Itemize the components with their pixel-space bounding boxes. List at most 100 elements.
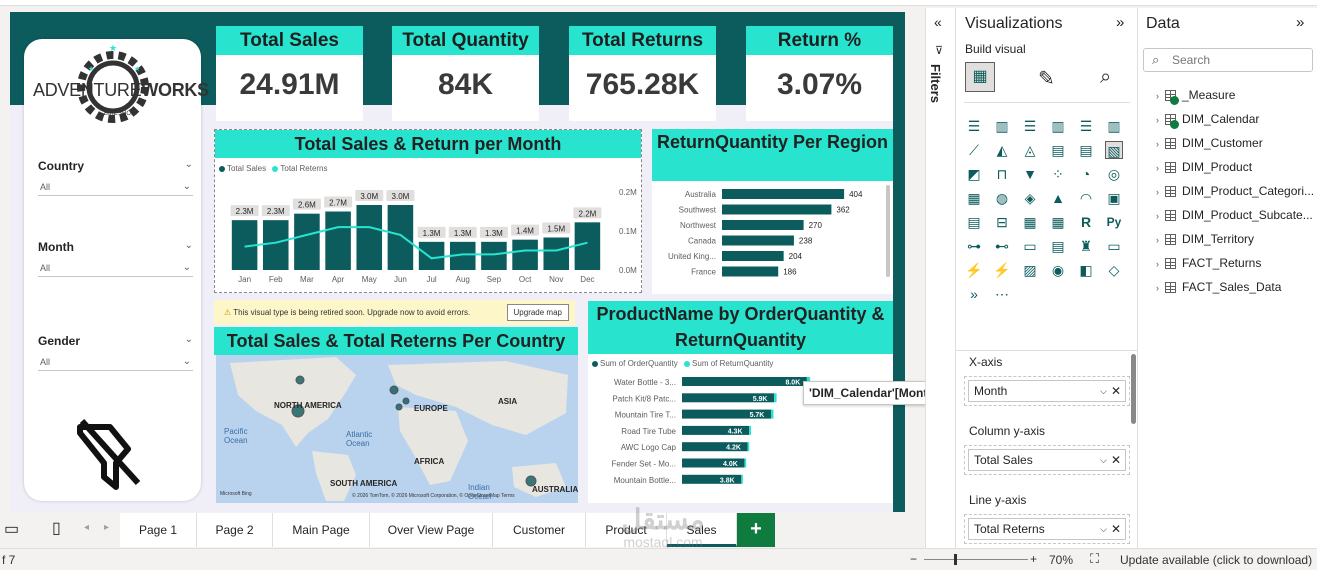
data-table-item[interactable]: › DIM_Customer [1156,136,1263,150]
page-tab[interactable]: Main Page [273,513,370,547]
page-tab[interactable]: Customer [493,513,586,547]
data-table-item[interactable]: › FACT_Sales_Data [1156,280,1281,294]
data-table-item[interactable]: › DIM_Calendar [1156,112,1259,129]
matrix-icon[interactable]: ▦ [1051,214,1065,230]
filters-pane[interactable]: « ⊽ Filters [925,8,955,548]
page-tab[interactable]: Over View Page [370,513,493,547]
funnel-chart-icon[interactable]: ▼ [1023,166,1037,182]
zoom-out-button[interactable]: − [910,552,918,566]
zoom-thumb[interactable] [954,554,957,565]
ellipsis-icon[interactable]: ⋯ [995,286,1009,302]
chevron-right-icon[interactable]: › [1156,139,1159,149]
line-column-icon[interactable]: ▤ [1051,142,1065,158]
data-table-item[interactable]: › DIM_Territory [1156,232,1254,246]
zoom-slider[interactable] [924,554,1028,565]
filled-map-icon[interactable]: ◈ [1024,190,1036,206]
narrative-icon[interactable]: ▤ [1051,238,1065,254]
table-icon[interactable]: ▦ [1023,214,1037,230]
build-visual-tab-icon[interactable]: ▦ [965,62,995,92]
treemap-icon[interactable]: ▦ [967,190,981,206]
chevron-right-icon[interactable]: › [1156,211,1159,221]
map-icon[interactable]: ◍ [995,190,1009,206]
add-page-button[interactable]: + [737,513,775,547]
slicer-icon[interactable]: ⊟ [996,214,1008,230]
field-pill[interactable]: Total Reterns ⌵ ✕ [968,518,1126,540]
page-tab[interactable]: Page 1 [120,513,197,547]
page-tab-active[interactable]: Sales [667,513,737,547]
data-table-item[interactable]: › DIM_Product [1156,160,1252,174]
decomposition-tree-icon[interactable]: ⊷ [995,238,1009,254]
chevron-right-icon[interactable]: › [1156,235,1159,245]
collapse-icon[interactable]: « [934,14,942,30]
stacked-bar-icon[interactable]: ☰ [967,118,981,134]
data-table-item[interactable]: › DIM_Product_Subcate... [1156,208,1313,222]
slicer-month[interactable]: Month ⌄ All ⌄ [38,240,193,277]
qa-icon[interactable]: ▭ [1023,238,1037,254]
remove-icon[interactable]: ✕ [1110,384,1121,398]
100-bar-icon[interactable]: ☰ [1079,118,1093,134]
chevron-down-icon[interactable]: ⌄ [184,334,193,345]
world-map[interactable]: NORTH AMERICA EUROPE ASIA Pacific Ocean … [216,355,578,503]
remove-icon[interactable]: ✕ [1110,522,1121,536]
slicer-country[interactable]: Country ⌄ All ⌄ [38,159,193,196]
page-tab[interactable]: Product [586,513,667,547]
kpi-icon[interactable]: ▤ [967,214,981,230]
chevron-right-icon[interactable]: › [1156,163,1159,173]
chevron-right-icon[interactable]: › [1156,187,1159,197]
stacked-column-icon[interactable]: ▥ [995,118,1009,134]
donut-icon[interactable]: ◎ [1107,166,1121,182]
azure-map-icon[interactable]: ▲ [1051,190,1065,206]
xaxis-well[interactable]: Month ⌵ ✕ [964,376,1130,406]
search-input[interactable] [1172,52,1308,68]
line-chart-icon[interactable]: ⟋ [969,142,979,158]
monthly-chart-panel[interactable]: Total Sales & Return per Month Total Sal… [214,129,642,293]
chevron-down-icon[interactable]: ⌄ [184,240,193,251]
kpi-total-quantity[interactable]: Total Quantity 84K [392,26,539,121]
ribbon-chart-icon[interactable]: ▧ [1105,141,1123,159]
data-table-item[interactable]: › _Measure [1156,88,1235,105]
update-available-link[interactable]: Update available (click to download) [1120,553,1313,567]
region-chart-panel[interactable]: ReturnQuantity Per Region Australia 404 So… [652,129,893,294]
image-icon[interactable]: ▨ [1023,262,1037,278]
fit-page-icon[interactable]: ⛶ [1090,551,1100,566]
page-tab[interactable]: Page 2 [197,513,273,547]
analytics-icon[interactable]: ⌕ [1100,66,1112,88]
funnel-icon[interactable]: ⊓ [996,166,1008,182]
desktop-view-icon[interactable]: ▭ [4,521,20,538]
stacked-area-icon[interactable]: ◬ [1024,142,1036,158]
custom-visual-icon[interactable]: ◧ [1079,262,1093,278]
slicer-gender[interactable]: Gender ⌄ All ⌄ [38,334,193,371]
data-table-item[interactable]: › DIM_Product_Categori... [1156,184,1314,198]
prev-page-icon[interactable]: ◂ [84,522,90,533]
power-bi-icon[interactable]: ◇ [1108,262,1120,278]
mobile-view-icon[interactable]: ▯ [52,520,61,537]
card-icon[interactable]: ▣ [1107,190,1121,206]
upgrade-map-button[interactable]: Upgrade map [506,304,569,321]
filters-label[interactable]: Filters [928,64,943,104]
scatter-icon[interactable]: ⁘ [1052,166,1064,182]
100-column-icon[interactable]: ▥ [1107,118,1121,134]
key-influencers-icon[interactable]: ⊶ [967,238,981,254]
gauge-icon[interactable]: ◠ [1079,190,1093,206]
pie-icon[interactable]: ◔ [1081,166,1091,182]
slicer-dropdown[interactable]: All ⌄ [38,260,193,277]
python-visual-icon[interactable]: Py [1106,215,1122,229]
line-stacked-column-icon[interactable]: ▤ [1079,142,1093,158]
kpi-total-sales[interactable]: Total Sales 24.91M [216,26,363,121]
area-chart-icon[interactable]: ◭ [996,142,1008,158]
product-chart-panel[interactable]: ProductName by OrderQuantity & ReturnQua… [588,301,893,503]
clustered-bar-icon[interactable]: ☰ [1023,118,1037,134]
expand-icon[interactable]: » [1296,14,1305,31]
slicer-dropdown[interactable]: All ⌄ [38,179,193,196]
paginated-icon[interactable]: ▭ [1107,238,1121,254]
clustered-column-icon[interactable]: ▥ [1051,118,1065,134]
monthly-combo-chart[interactable]: 2.3M Jan 2.3M Feb 2.6M Mar 2.7M Apr 3.0M May 3.0M J… [215,174,641,292]
waterfall-icon[interactable]: ◩ [967,166,981,182]
chevron-down-icon[interactable]: ⌵ [1100,386,1107,396]
chevron-right-icon[interactable]: › [1156,91,1159,101]
field-pill[interactable]: Month ⌵ ✕ [968,380,1126,402]
next-page-icon[interactable]: ▸ [104,522,110,533]
power-automate-icon[interactable]: ⚡ [993,262,1011,278]
chevron-down-icon[interactable]: ⌵ [1100,455,1107,465]
field-pill[interactable]: Total Sales ⌵ ✕ [968,449,1126,471]
